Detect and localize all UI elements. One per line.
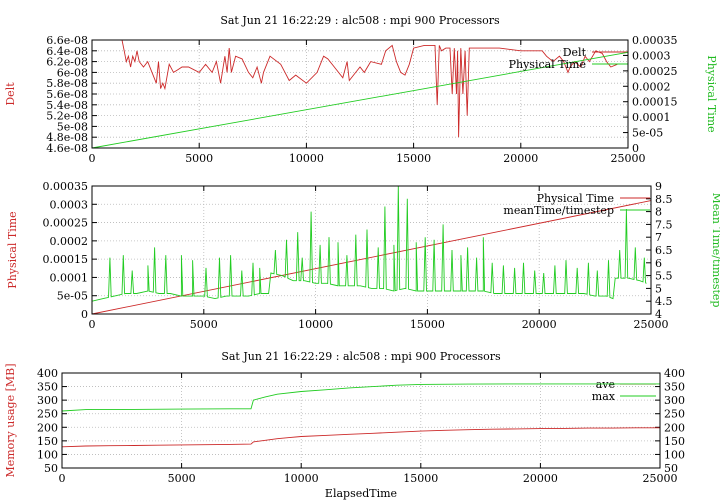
y2-tick-label: 0.0002 bbox=[632, 80, 671, 93]
plot-frame bbox=[61, 372, 661, 469]
y-tick-label: 300 bbox=[37, 394, 58, 407]
y-tick-label: 6.6e-08 bbox=[46, 34, 88, 47]
y2-tick-label: 0.00025 bbox=[632, 65, 678, 78]
y2-tick-label: 7 bbox=[655, 231, 662, 244]
y2-tick-label: 7.5 bbox=[655, 218, 673, 231]
series-line-max bbox=[61, 383, 660, 412]
y-axis-label: Physical Time bbox=[6, 211, 19, 288]
y2-tick-label: 150 bbox=[664, 435, 685, 448]
y2-tick-label: 300 bbox=[664, 394, 685, 407]
y2-tick-label: 0.0003 bbox=[632, 49, 671, 62]
y-tick-label: 350 bbox=[37, 381, 58, 394]
y-tick-label: 5e-08 bbox=[57, 120, 88, 133]
series-line-physical-time bbox=[91, 200, 652, 315]
y-tick-label: 0.0002 bbox=[50, 235, 89, 248]
y-tick-label: 4.6e-08 bbox=[46, 142, 88, 155]
panel-delt-physical-time: Sat Jun 21 16:22:29 : alc508 : mpi 900 P… bbox=[4, 14, 718, 165]
y2-tick-label: 50 bbox=[664, 462, 678, 475]
y2-tick-label: 5 bbox=[655, 282, 662, 295]
y-tick-label: 400 bbox=[37, 367, 58, 380]
y-tick-label: 4.8e-08 bbox=[46, 131, 88, 144]
x-tick-label: 5000 bbox=[190, 318, 218, 331]
y-tick-label: 150 bbox=[37, 435, 58, 448]
x-tick-label: 0 bbox=[89, 152, 96, 165]
y-tick-label: 5.2e-08 bbox=[46, 110, 88, 123]
x-tick-label: 5000 bbox=[168, 472, 196, 485]
series-line-delt bbox=[92, 39, 618, 138]
y-tick-label: 5e-05 bbox=[57, 290, 88, 303]
y2-tick-label: 9 bbox=[655, 180, 662, 193]
y-tick-label: 5.8e-08 bbox=[46, 77, 88, 90]
y-axis-label: Delt bbox=[4, 82, 17, 106]
y-axis-label: Memory usage [MB] bbox=[4, 363, 17, 477]
y2-tick-label: 200 bbox=[664, 421, 685, 434]
y2-tick-label: 0.00015 bbox=[632, 96, 678, 109]
y-tick-label: 0.00025 bbox=[43, 217, 89, 230]
y2-axis-label: Physical Time bbox=[705, 55, 718, 132]
legend-label: meanTime/timestep bbox=[503, 204, 614, 217]
y-tick-label: 5.6e-08 bbox=[46, 88, 88, 101]
x-tick-label: 0 bbox=[89, 318, 96, 331]
y-tick-label: 250 bbox=[37, 408, 58, 421]
x-tick-label: 15000 bbox=[410, 318, 445, 331]
y-tick-label: 0.00015 bbox=[43, 253, 89, 266]
x-tick-label: 20000 bbox=[522, 318, 557, 331]
plot-frame bbox=[91, 185, 652, 315]
x-tick-label: 5000 bbox=[185, 152, 213, 165]
series-line-ave bbox=[61, 427, 660, 448]
x-tick-label: 25000 bbox=[643, 472, 678, 485]
panel-physical-time-mean-time: 0 5000 10000 15000 20000 25000 0 5e-05 0.0001 0.0… bbox=[6, 180, 720, 331]
legend-label: Physical Time bbox=[509, 58, 586, 71]
series-line-meantime-timestep bbox=[91, 185, 647, 302]
y-tick-label: 5.4e-08 bbox=[46, 99, 88, 112]
legend-label: Delt bbox=[563, 46, 587, 59]
x-axis-label: ElapsedTime bbox=[325, 487, 397, 500]
y2-tick-label: 400 bbox=[664, 367, 685, 380]
x-tick-label: 10000 bbox=[298, 318, 333, 331]
y2-tick-label: 0 bbox=[632, 142, 639, 155]
x-tick-label: 25000 bbox=[611, 152, 646, 165]
y-tick-label: 50 bbox=[44, 462, 58, 475]
x-tick-label: 20000 bbox=[523, 472, 558, 485]
panel-memory-usage: Sat Jun 21 16:22:29 : alc508 : mpi 900 P… bbox=[4, 350, 685, 500]
x-tick-label: 25000 bbox=[634, 318, 669, 331]
y-tick-label: 0.00035 bbox=[43, 180, 89, 193]
plot-frame bbox=[91, 39, 629, 149]
y-tick-label: 6.2e-08 bbox=[46, 56, 88, 69]
y-tick-label: 200 bbox=[37, 421, 58, 434]
y2-tick-label: 6.5 bbox=[655, 244, 673, 257]
y2-tick-label: 0.0001 bbox=[632, 111, 671, 124]
y-tick-label: 100 bbox=[37, 448, 58, 461]
chart-title: Sat Jun 21 16:22:29 : alc508 : mpi 900 P… bbox=[221, 350, 501, 363]
y-tick-label: 0.0003 bbox=[50, 198, 89, 211]
y2-tick-label: 6 bbox=[655, 257, 662, 270]
y2-tick-label: 100 bbox=[664, 448, 685, 461]
legend-label: max bbox=[592, 390, 616, 403]
x-tick-label: 10000 bbox=[284, 472, 319, 485]
y2-tick-label: 4.5 bbox=[655, 295, 673, 308]
series-line-physical-time bbox=[91, 51, 629, 149]
y2-axis-label: Mean Time/timestep bbox=[710, 193, 720, 308]
y-tick-label: 0 bbox=[81, 308, 88, 321]
legend-label: ave bbox=[596, 378, 615, 391]
y2-tick-label: 0.00035 bbox=[632, 34, 678, 47]
y2-tick-label: 8 bbox=[655, 206, 662, 219]
x-tick-label: 15000 bbox=[403, 472, 438, 485]
y-tick-label: 6e-08 bbox=[57, 66, 88, 79]
y2-tick-label: 8.5 bbox=[655, 193, 673, 206]
chart-title: Sat Jun 21 16:22:29 : alc508 : mpi 900 P… bbox=[220, 14, 500, 27]
y2-tick-label: 5.5 bbox=[655, 270, 673, 283]
x-tick-label: 15000 bbox=[396, 152, 431, 165]
y2-tick-label: 5e-05 bbox=[632, 127, 663, 140]
y2-tick-label: 4 bbox=[655, 308, 662, 321]
y-tick-label: 0.0001 bbox=[50, 271, 89, 284]
x-tick-label: 10000 bbox=[289, 152, 324, 165]
x-tick-label: 20000 bbox=[503, 152, 538, 165]
x-tick-label: 0 bbox=[59, 472, 66, 485]
y2-tick-label: 250 bbox=[664, 408, 685, 421]
y2-tick-label: 350 bbox=[664, 381, 685, 394]
y-tick-label: 6.4e-08 bbox=[46, 45, 88, 58]
legend-label: Physical Time bbox=[537, 192, 614, 205]
